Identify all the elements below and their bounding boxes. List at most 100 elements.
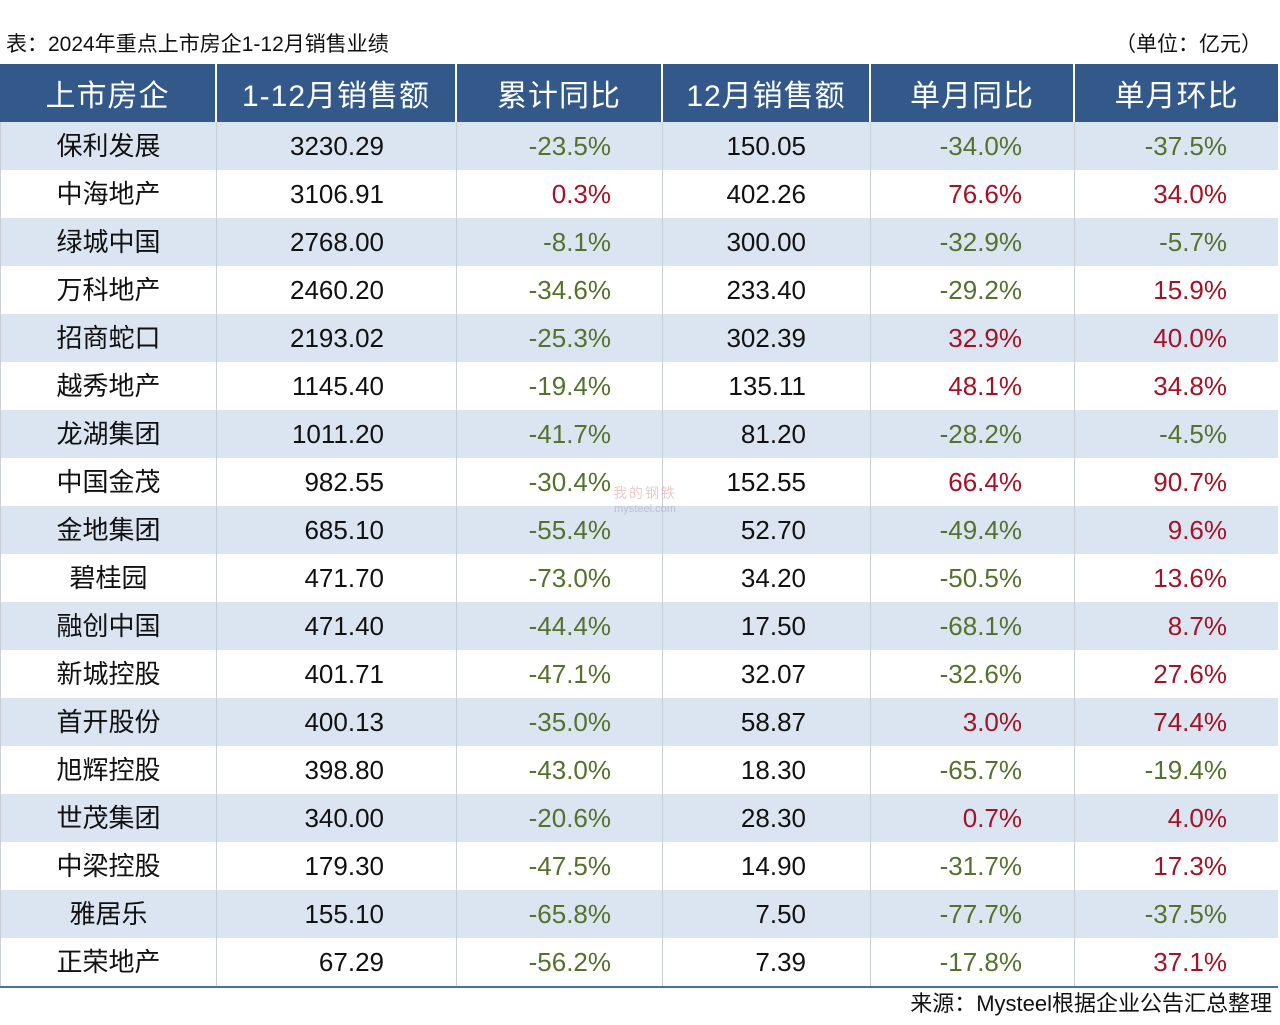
table-row: 中海地产 3106.91 0.3% 402.26 76.6% 34.0%	[0, 170, 1278, 218]
table-row: 中梁控股 179.30 -47.5% 14.90 -31.7% 17.3%	[0, 842, 1278, 890]
column-header-december-sales: 12月销售额	[663, 64, 871, 122]
monthly-mom-cell: 15.9%	[1153, 275, 1227, 305]
monthly-mom-cell: -37.5%	[1144, 899, 1227, 929]
december-sales-cell: 152.55	[663, 458, 871, 506]
monthly-yoy-cell: -34.0%	[871, 122, 1075, 170]
annual-yoy-cell: -43.0%	[457, 746, 663, 794]
sales-table: 上市房企 1-12月销售额 累计同比 12月销售额 单月同比 单月环比 保利发展…	[0, 64, 1278, 988]
annual-yoy-cell: -47.1%	[457, 650, 663, 698]
annual-yoy-cell: -65.8%	[457, 890, 663, 938]
annual-yoy-cell: -30.4%	[457, 458, 663, 506]
annual-yoy-cell: -44.4%	[457, 602, 663, 650]
december-sales-cell: 7.50	[663, 890, 871, 938]
column-header-annual-yoy: 累计同比	[457, 64, 663, 122]
table-row: 保利发展 3230.29 -23.5% 150.05 -34.0% -37.5%	[0, 122, 1278, 170]
annual-sales-cell: 179.30	[217, 842, 457, 890]
monthly-mom-cell: -4.5%	[1159, 419, 1227, 449]
annual-yoy-cell: -20.6%	[457, 794, 663, 842]
december-sales-cell: 150.05	[663, 122, 871, 170]
monthly-mom-cell: 27.6%	[1153, 659, 1227, 689]
december-sales-cell: 32.07	[663, 650, 871, 698]
monthly-yoy-cell: -17.8%	[871, 938, 1075, 986]
monthly-yoy-cell: -32.9%	[871, 218, 1075, 266]
monthly-mom-cell: 40.0%	[1153, 323, 1227, 353]
december-sales-cell: 28.30	[663, 794, 871, 842]
company-name-cell: 中国金茂	[0, 458, 217, 506]
annual-sales-cell: 1145.40	[217, 362, 457, 410]
december-sales-cell: 302.39	[663, 314, 871, 362]
table-row: 融创中国 471.40 -44.4% 17.50 -68.1% 8.7%	[0, 602, 1278, 650]
annual-yoy-cell: -41.7%	[457, 410, 663, 458]
annual-yoy-cell: -34.6%	[457, 266, 663, 314]
table-row: 中国金茂 982.55 -30.4% 152.55 66.4% 90.7%	[0, 458, 1278, 506]
monthly-yoy-cell: 66.4%	[871, 458, 1075, 506]
monthly-mom-cell: 9.6%	[1167, 515, 1227, 545]
monthly-mom-cell: -19.4%	[1144, 755, 1227, 785]
monthly-mom-cell: 34.8%	[1153, 371, 1227, 401]
table-row: 万科地产 2460.20 -34.6% 233.40 -29.2% 15.9%	[0, 266, 1278, 314]
table-title: 表：2024年重点上市房企1-12月销售业绩	[6, 33, 389, 56]
annual-sales-cell: 401.71	[217, 650, 457, 698]
monthly-yoy-cell: 0.7%	[871, 794, 1075, 842]
annual-sales-cell: 471.40	[217, 602, 457, 650]
monthly-mom-cell: -37.5%	[1144, 131, 1227, 161]
company-name-cell: 金地集团	[0, 506, 217, 554]
monthly-yoy-cell: 48.1%	[871, 362, 1075, 410]
monthly-yoy-cell: -28.2%	[871, 410, 1075, 458]
table-row: 世茂集团 340.00 -20.6% 28.30 0.7% 4.0%	[0, 794, 1278, 842]
december-sales-cell: 17.50	[663, 602, 871, 650]
company-name-cell: 正荣地产	[0, 938, 217, 986]
december-sales-cell: 34.20	[663, 554, 871, 602]
monthly-mom-cell: 4.0%	[1167, 803, 1227, 833]
company-name-cell: 万科地产	[0, 266, 217, 314]
annual-yoy-cell: -35.0%	[457, 698, 663, 746]
company-name-cell: 中海地产	[0, 170, 217, 218]
december-sales-cell: 233.40	[663, 266, 871, 314]
monthly-mom-cell: 37.1%	[1153, 947, 1227, 977]
table-body: 保利发展 3230.29 -23.5% 150.05 -34.0% -37.5% 中海地产 3…	[0, 122, 1278, 988]
annual-sales-cell: 471.70	[217, 554, 457, 602]
monthly-mom-cell: 90.7%	[1153, 467, 1227, 497]
december-sales-cell: 18.30	[663, 746, 871, 794]
monthly-yoy-cell: -29.2%	[871, 266, 1075, 314]
table-row: 越秀地产 1145.40 -19.4% 135.11 48.1% 34.8%	[0, 362, 1278, 410]
monthly-mom-cell: 13.6%	[1153, 563, 1227, 593]
annual-yoy-cell: 0.3%	[457, 170, 663, 218]
table-row: 龙湖集团 1011.20 -41.7% 81.20 -28.2% -4.5%	[0, 410, 1278, 458]
annual-sales-cell: 2193.02	[217, 314, 457, 362]
monthly-yoy-cell: -49.4%	[871, 506, 1075, 554]
unit-label: （单位：亿元）	[1115, 33, 1262, 56]
monthly-yoy-cell: -77.7%	[871, 890, 1075, 938]
monthly-mom-cell: -5.7%	[1159, 227, 1227, 257]
annual-sales-cell: 3230.29	[217, 122, 457, 170]
annual-sales-cell: 2460.20	[217, 266, 457, 314]
december-sales-cell: 7.39	[663, 938, 871, 986]
company-name-cell: 招商蛇口	[0, 314, 217, 362]
monthly-yoy-cell: -50.5%	[871, 554, 1075, 602]
company-name-cell: 融创中国	[0, 602, 217, 650]
column-header-monthly-mom: 单月环比	[1114, 80, 1239, 113]
monthly-mom-cell: 34.0%	[1153, 179, 1227, 209]
monthly-mom-cell: 74.4%	[1153, 707, 1227, 737]
company-name-cell: 雅居乐	[0, 890, 217, 938]
annual-sales-cell: 400.13	[217, 698, 457, 746]
company-name-cell: 碧桂园	[0, 554, 217, 602]
table-row: 旭辉控股 398.80 -43.0% 18.30 -65.7% -19.4%	[0, 746, 1278, 794]
company-name-cell: 中梁控股	[0, 842, 217, 890]
december-sales-cell: 135.11	[663, 362, 871, 410]
annual-sales-cell: 340.00	[217, 794, 457, 842]
december-sales-cell: 300.00	[663, 218, 871, 266]
monthly-yoy-cell: -31.7%	[871, 842, 1075, 890]
monthly-yoy-cell: -65.7%	[871, 746, 1075, 794]
december-sales-cell: 14.90	[663, 842, 871, 890]
company-name-cell: 新城控股	[0, 650, 217, 698]
table-row: 雅居乐 155.10 -65.8% 7.50 -77.7% -37.5%	[0, 890, 1278, 938]
monthly-yoy-cell: -68.1%	[871, 602, 1075, 650]
company-name-cell: 首开股份	[0, 698, 217, 746]
table-row: 招商蛇口 2193.02 -25.3% 302.39 32.9% 40.0%	[0, 314, 1278, 362]
table-row: 正荣地产 67.29 -56.2% 7.39 -17.8% 37.1%	[0, 938, 1278, 986]
table-row: 首开股份 400.13 -35.0% 58.87 3.0% 74.4%	[0, 698, 1278, 746]
monthly-mom-cell: 17.3%	[1153, 851, 1227, 881]
annual-sales-cell: 2768.00	[217, 218, 457, 266]
annual-sales-cell: 685.10	[217, 506, 457, 554]
